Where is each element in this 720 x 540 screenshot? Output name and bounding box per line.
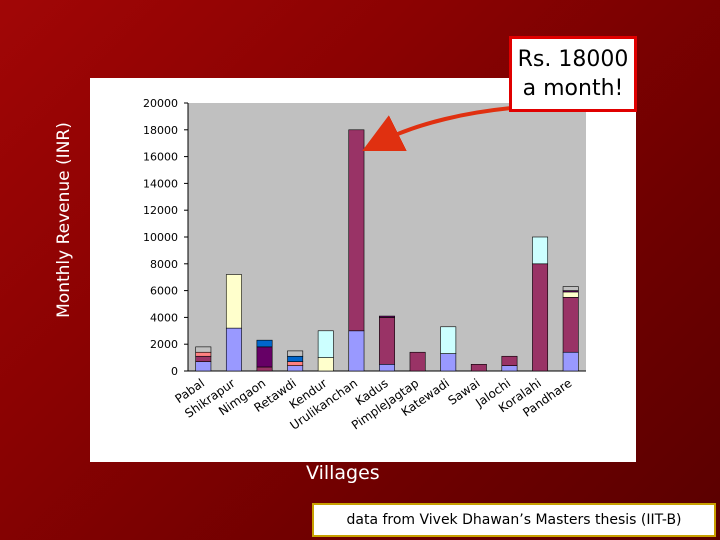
bar-segment-katewadi	[440, 326, 457, 354]
y-tick-label: 0	[171, 365, 178, 378]
chart-panel: 0 2000 4000 6000 8000 10000 12000 14000 16000 180…	[90, 78, 636, 462]
bar-segment-pandhare	[562, 297, 579, 353]
bar-segment-pabal	[195, 351, 212, 357]
y-tick-label: 12000	[143, 204, 178, 217]
bar-segment-koralahi	[532, 236, 549, 265]
y-axis-label: Monthly Revenue (INR)	[54, 122, 74, 318]
y-tick-label: 18000	[143, 124, 178, 137]
bar-segment-kadus	[379, 317, 395, 365]
bar-segment-pandhare	[562, 291, 579, 298]
bar-segment-koralahi	[532, 263, 549, 372]
bar-segment-sawai	[470, 363, 487, 372]
y-tick-label: 20000	[143, 97, 178, 110]
bar-segment-urulikanchan	[348, 330, 365, 372]
bar-segment-kadus	[379, 315, 395, 318]
y-tick-label: 14000	[143, 177, 178, 190]
annotation-line1: Rs. 18000	[517, 47, 629, 72]
x-axis-label: Villages	[306, 462, 380, 484]
source-note: data from Vivek Dhawan’s Masters thesis …	[312, 503, 716, 537]
bar-segment-retawdi	[287, 350, 304, 357]
y-tick-label: 4000	[150, 311, 178, 324]
bar-segment-shikrapur	[225, 274, 242, 329]
bar-segment-kendur	[317, 330, 334, 358]
bar-segment-kendur	[317, 357, 334, 372]
y-tick-label: 10000	[143, 231, 178, 244]
bar-segment-pimplejagtap	[409, 351, 426, 372]
annotation-line2: a month!	[522, 76, 624, 101]
bar-segment-pabal	[195, 355, 212, 362]
bar-segment-nimgaon	[256, 339, 273, 348]
bar-segment-katewadi	[440, 353, 457, 372]
bar-chart: 0 2000 4000 6000 8000 10000 12000 14000 16000 180…	[143, 97, 586, 433]
bar-segment-shikrapur	[225, 327, 242, 372]
y-tick-label: 6000	[150, 285, 178, 298]
bar-segment-kadus	[379, 363, 395, 372]
bar-segment-retawdi	[287, 365, 304, 372]
y-tick-label: 8000	[150, 258, 178, 271]
y-tick-label: 16000	[143, 151, 178, 164]
annotation-callout: Rs. 18000 a month!	[509, 36, 637, 112]
bar-segment-pabal	[195, 361, 212, 372]
bar-segment-jalochi	[501, 365, 518, 372]
bar-segment-retawdi	[287, 361, 304, 366]
y-tick-label: 2000	[150, 338, 178, 351]
bar-segment-retawdi	[287, 355, 304, 362]
bar-segment-pandhare	[562, 351, 579, 372]
bar-segment-nimgaon	[256, 366, 273, 372]
bar-segment-urulikanchan	[348, 129, 365, 332]
bar-segment-pabal	[195, 346, 212, 353]
bar-segment-nimgaon	[256, 346, 273, 368]
bar-segment-pandhare	[562, 286, 579, 291]
bar-segment-jalochi	[501, 355, 518, 366]
